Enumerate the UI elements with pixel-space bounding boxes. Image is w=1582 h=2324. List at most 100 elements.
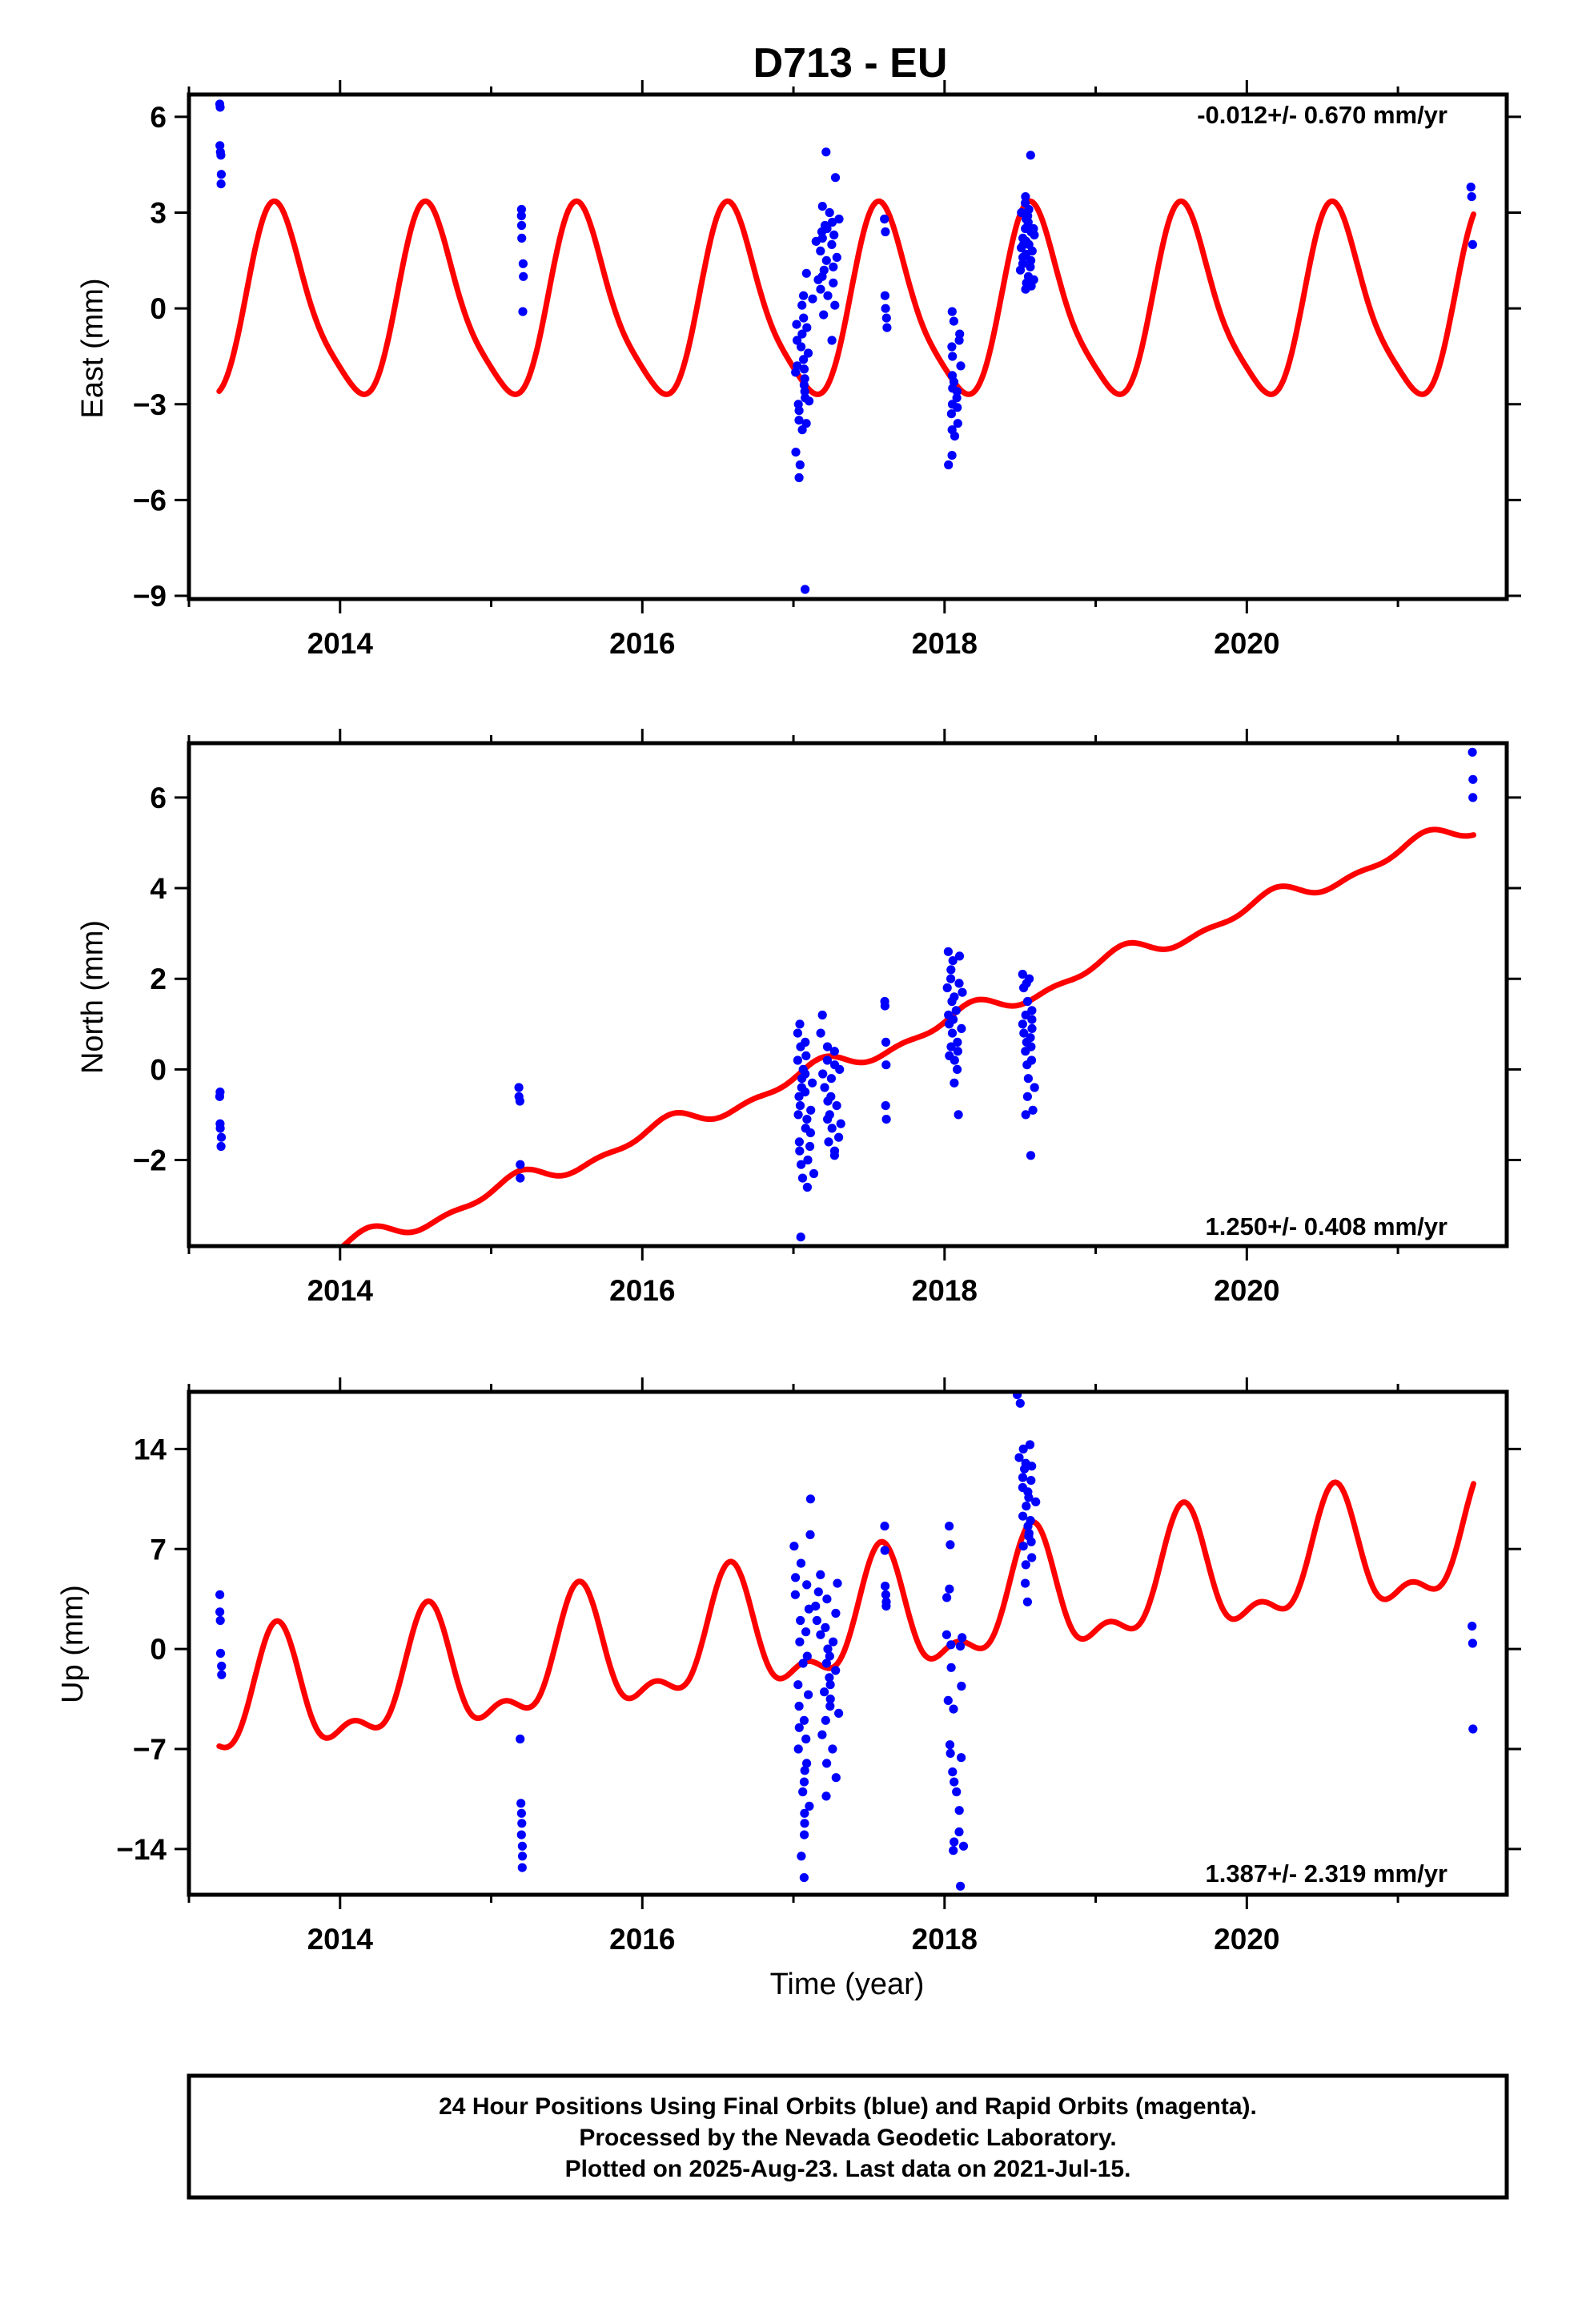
north-point: [1028, 1105, 1038, 1115]
up-point: [1021, 1560, 1030, 1570]
east-point: [803, 348, 813, 358]
east-point: [1468, 239, 1477, 249]
up-point: [945, 1740, 955, 1750]
north-point: [946, 1042, 956, 1051]
north-point: [803, 1155, 813, 1165]
up-point: [1027, 1553, 1037, 1562]
east-ytick-label-0: 6: [150, 101, 167, 134]
north-point: [835, 1064, 845, 1074]
up-ytick-label-0: 14: [134, 1433, 167, 1466]
east-point: [801, 268, 811, 278]
up-point: [1026, 1516, 1035, 1526]
east-xtick-label-2016: 2016: [609, 627, 675, 660]
up-point: [956, 1881, 966, 1891]
east-point: [801, 585, 810, 594]
up-point: [794, 1723, 804, 1732]
up-point: [793, 1680, 803, 1690]
north-point: [794, 1092, 804, 1101]
north-point: [797, 1173, 808, 1183]
north-point: [801, 1037, 810, 1047]
north-point: [1022, 1092, 1032, 1101]
north-frame: [187, 741, 1509, 1248]
up-point: [817, 1730, 827, 1739]
up-point: [952, 1787, 962, 1797]
north-point: [948, 956, 958, 966]
north-point: [216, 1132, 227, 1142]
north-point: [946, 965, 956, 975]
north-point: [829, 1047, 839, 1056]
up-point: [1022, 1502, 1031, 1511]
north-point: [801, 1051, 811, 1060]
up-point: [955, 1642, 966, 1651]
east-point: [880, 214, 889, 224]
north-point: [797, 1160, 806, 1169]
north-point: [881, 1101, 890, 1111]
east-point: [1467, 192, 1476, 202]
up-point: [1027, 1462, 1037, 1471]
up-point: [796, 1558, 806, 1568]
footer-line-2: Processed by the Nevada Geodetic Laborat…: [579, 2125, 1116, 2151]
east-point: [801, 419, 811, 428]
east-point: [825, 207, 834, 218]
north-point: [1468, 793, 1478, 802]
up-point: [812, 1615, 821, 1626]
up-point: [1025, 1440, 1035, 1449]
up-point: [834, 1708, 844, 1718]
up-point: [217, 1670, 227, 1679]
north-point: [834, 1132, 844, 1142]
station-title: D713 - EU: [753, 40, 948, 86]
north-model-curve: [339, 826, 1476, 1246]
up-point: [215, 1648, 226, 1659]
north-point: [1018, 1019, 1027, 1029]
north-point: [1021, 1110, 1030, 1120]
north-point: [805, 1141, 815, 1152]
east-point: [799, 291, 809, 300]
north-point: [822, 1055, 832, 1065]
north-point: [880, 1001, 889, 1011]
up-point: [800, 1830, 809, 1839]
up-point: [820, 1687, 829, 1697]
east-xtick-label-2020: 2020: [1214, 627, 1279, 660]
east-point: [516, 204, 527, 215]
east-point: [829, 230, 839, 239]
north-point: [954, 951, 965, 961]
north-point: [795, 1101, 805, 1111]
north-point: [827, 1124, 837, 1133]
east-ytick-label-2: 0: [150, 292, 167, 325]
up-point: [1014, 1453, 1024, 1462]
north-point: [1023, 1074, 1033, 1084]
north-point: [1030, 1083, 1039, 1092]
up-ytick-label-2: 0: [150, 1633, 167, 1666]
north-point: [1025, 974, 1034, 983]
north-point: [824, 1137, 833, 1147]
north-point: [514, 1083, 524, 1092]
north-ytick-label-4: −2: [133, 1144, 167, 1177]
north-point: [826, 1092, 836, 1101]
north-point: [216, 1141, 226, 1152]
up-point: [946, 1748, 955, 1758]
north-point: [1027, 1023, 1037, 1033]
north-point: [947, 1028, 958, 1038]
up-point: [958, 1633, 967, 1642]
up-point: [825, 1651, 834, 1661]
north-ytick-label-2: 2: [150, 963, 167, 995]
up-rate-text: 1.387+/- 2.319 mm/yr: [1206, 1860, 1447, 1888]
east-frame: [187, 92, 1509, 601]
up-point: [1026, 1476, 1036, 1486]
up-point: [790, 1590, 801, 1599]
up-point: [942, 1593, 952, 1602]
up-xtick-label-2020: 2020: [1214, 1923, 1279, 1956]
up-axis-label: Up (mm): [56, 1585, 90, 1703]
up-point: [1018, 1444, 1028, 1454]
north-point: [1026, 1042, 1036, 1051]
east-xtick-label-2014: 2014: [307, 627, 374, 660]
north-point: [823, 1115, 833, 1124]
up-point: [802, 1651, 812, 1661]
north-ytick-label-3: 0: [150, 1053, 167, 1086]
up-point: [828, 1744, 837, 1754]
east-ytick-label-3: −3: [133, 388, 167, 421]
up-point: [801, 1627, 811, 1637]
up-point: [799, 1873, 809, 1883]
east-point: [797, 329, 807, 339]
east-point: [946, 409, 956, 419]
